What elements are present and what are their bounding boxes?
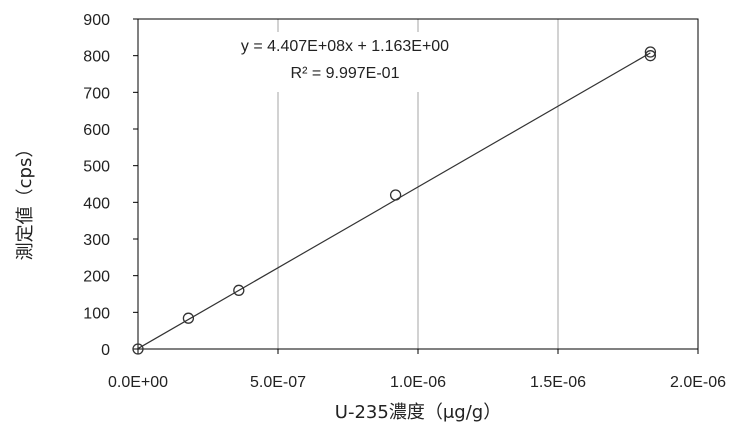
y-tick-label: 700 [83, 85, 110, 102]
data-point [389, 189, 402, 201]
y-axis-ticks: 0 100 200 300 400 500 600 700 800 900 [83, 12, 138, 359]
x-tick-label: 1.5E-06 [530, 374, 586, 391]
data-point [644, 50, 657, 62]
trendline [137, 52, 651, 350]
data-point [644, 46, 657, 58]
equation-background [206, 32, 490, 92]
y-tick-label: 300 [83, 232, 110, 249]
y-tick-label: 500 [83, 159, 110, 176]
x-tick-label: 0.0E+00 [108, 374, 168, 391]
x-axis-title: U-235濃度（μg/g） [335, 402, 501, 423]
y-tick-label: 900 [83, 12, 110, 29]
data-point [233, 284, 245, 296]
x-tick-label: 2.0E-06 [670, 374, 726, 391]
y-axis-title: 測定値（cps） [15, 140, 36, 261]
y-tick-label: 0 [101, 342, 110, 359]
r-squared-label: R² = 9.997E-01 [291, 65, 400, 82]
y-tick-label: 800 [83, 49, 110, 66]
x-axis-ticks: 0.0E+00 5.0E-07 1.0E-06 1.5E-06 2.0E-06 [108, 349, 726, 391]
trendline-equation: y = 4.407E+08x + 1.163E+00 [241, 38, 449, 55]
y-tick-label: 200 [83, 269, 110, 286]
y-tick-label: 400 [83, 195, 110, 212]
y-tick-label: 100 [83, 305, 110, 322]
data-point [182, 312, 195, 324]
y-tick-label: 600 [83, 122, 110, 139]
data-points [132, 46, 657, 355]
data-point [132, 343, 144, 355]
x-tick-label: 1.0E-06 [390, 374, 446, 391]
x-tick-label: 5.0E-07 [250, 374, 306, 391]
